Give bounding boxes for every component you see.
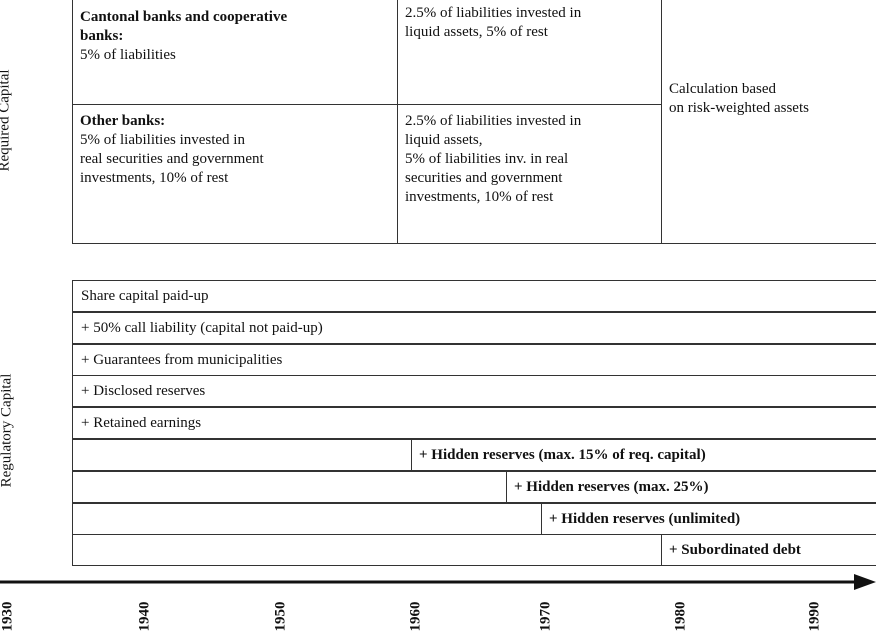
row-text: + Guarantees from municipalities (81, 351, 283, 368)
cell-line: 5% of liabilities (80, 47, 176, 63)
row-text: + Subordinated debt (669, 542, 801, 559)
capital-row: + Guarantees from municipalities (72, 343, 876, 376)
cell-line: 2.5% of liabilities invested in (405, 5, 582, 21)
side-label: Regulatory Capital (0, 373, 15, 488)
row-text: + Disclosed reserves (81, 383, 206, 400)
year-label: 1930 (0, 601, 16, 632)
table-cell: 2.5% of liabilities invested in liquid as… (405, 112, 581, 207)
capital-row: + Hidden reserves (max. 25%) (72, 470, 876, 503)
cell-line: investments, 10% of rest (405, 189, 554, 205)
capital-row: + Hidden reserves (max. 15% of req. capi… (72, 439, 876, 471)
capital-row: + Subordinated debt (72, 534, 876, 567)
cell-line: liquid assets, 5% of rest (405, 24, 548, 40)
required-table (72, 0, 876, 244)
cell-line: liquid assets, (405, 132, 483, 148)
row-divider (73, 104, 661, 105)
column-divider (397, 0, 398, 243)
capital-row: + Retained earnings (72, 407, 876, 440)
row-text: + 50% call liability (capital not paid-u… (81, 319, 323, 336)
table-cell: Other banks: 5% of liabilities invested i… (80, 112, 264, 188)
cell-line: 2.5% of liabilities invested in (405, 113, 582, 129)
cell-line: investments, 10% of rest (80, 170, 229, 186)
cell-line: securities and government (405, 170, 563, 186)
cell-heading: banks: (80, 28, 124, 44)
row-divider (541, 503, 542, 534)
cell-line: real securities and government (80, 151, 264, 167)
table-cell: 2.5% of liabilities invested in liquid as… (405, 4, 581, 42)
cell-heading: Cantonal banks and cooperative (80, 9, 288, 25)
row-divider (506, 471, 507, 502)
row-text: + Retained earnings (81, 415, 202, 432)
year-label: 1970 (537, 601, 554, 632)
column-divider (661, 0, 662, 243)
capital-row: + Disclosed reserves (72, 375, 876, 408)
row-text: + Hidden reserves (max. 25%) (514, 478, 709, 495)
cell-line: Calculation based (669, 81, 777, 97)
row-text: + Hidden reserves (max. 15% of req. capi… (419, 447, 706, 463)
cell-line: on risk-weighted assets (669, 100, 809, 116)
year-label: 1950 (272, 601, 289, 632)
capital-row: Share capital paid-up (72, 280, 876, 312)
cell-line: 5% of liabilities invested in (80, 132, 245, 148)
table-cell: Cantonal banks and cooperative banks: 5% o… (80, 8, 287, 65)
year-label: 1990 (806, 601, 823, 632)
capital-row: + 50% call liability (capital not paid-u… (72, 311, 876, 344)
side-label: Required Capital (0, 69, 13, 172)
capital-row: + Hidden reserves (unlimited) (72, 502, 876, 535)
row-text: Share capital paid-up (81, 288, 209, 304)
year-label: 1940 (136, 601, 153, 632)
row-divider (411, 440, 412, 470)
table-cell: Calculation based on risk-weighted assets (669, 80, 809, 118)
cell-line: 5% of liabilities inv. in real (405, 151, 569, 167)
year-label: 1960 (407, 601, 424, 632)
year-label: 1980 (672, 601, 689, 632)
timeline-arrow (854, 574, 876, 590)
row-divider (661, 535, 662, 566)
row-text: + Hidden reserves (unlimited) (549, 510, 741, 527)
cell-heading: Other banks: (80, 113, 166, 129)
